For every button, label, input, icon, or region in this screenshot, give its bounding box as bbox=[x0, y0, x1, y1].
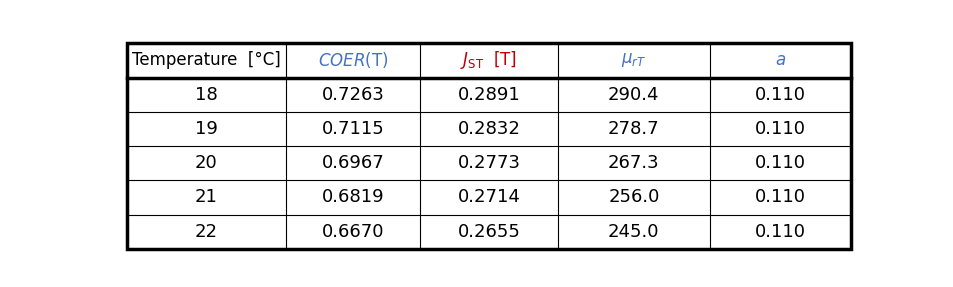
Text: 0.6967: 0.6967 bbox=[321, 154, 384, 172]
Text: $\it{COER}$(T): $\it{COER}$(T) bbox=[317, 51, 388, 70]
Text: 0.2655: 0.2655 bbox=[457, 223, 519, 241]
Text: 0.110: 0.110 bbox=[754, 86, 805, 104]
Text: 0.2773: 0.2773 bbox=[456, 154, 520, 172]
Text: 0.110: 0.110 bbox=[754, 120, 805, 138]
Text: 0.7115: 0.7115 bbox=[321, 120, 384, 138]
Text: 256.0: 256.0 bbox=[607, 189, 659, 206]
Text: $\it{\mu}_{\it{r}T}$: $\it{\mu}_{\it{r}T}$ bbox=[620, 51, 646, 69]
Text: 0.2891: 0.2891 bbox=[457, 86, 519, 104]
Text: 0.7263: 0.7263 bbox=[321, 86, 384, 104]
Text: 267.3: 267.3 bbox=[607, 154, 659, 172]
Text: 278.7: 278.7 bbox=[607, 120, 659, 138]
Text: 0.110: 0.110 bbox=[754, 189, 805, 206]
Text: 0.2832: 0.2832 bbox=[457, 120, 519, 138]
Text: 0.110: 0.110 bbox=[754, 223, 805, 241]
Text: 290.4: 290.4 bbox=[607, 86, 659, 104]
Text: 245.0: 245.0 bbox=[607, 223, 659, 241]
Text: 21: 21 bbox=[194, 189, 217, 206]
Text: 19: 19 bbox=[194, 120, 217, 138]
Text: 22: 22 bbox=[194, 223, 217, 241]
Text: $\it{J}_{\mathrm{ST}}$  [T]: $\it{J}_{\mathrm{ST}}$ [T] bbox=[460, 49, 517, 71]
Text: 0.6670: 0.6670 bbox=[321, 223, 384, 241]
Text: 18: 18 bbox=[194, 86, 217, 104]
Text: 0.2714: 0.2714 bbox=[457, 189, 519, 206]
Text: $\it{a}$: $\it{a}$ bbox=[774, 51, 785, 69]
Text: 0.6819: 0.6819 bbox=[321, 189, 384, 206]
Text: 0.110: 0.110 bbox=[754, 154, 805, 172]
Text: Temperature  [°C]: Temperature [°C] bbox=[132, 51, 280, 69]
Text: 20: 20 bbox=[194, 154, 217, 172]
